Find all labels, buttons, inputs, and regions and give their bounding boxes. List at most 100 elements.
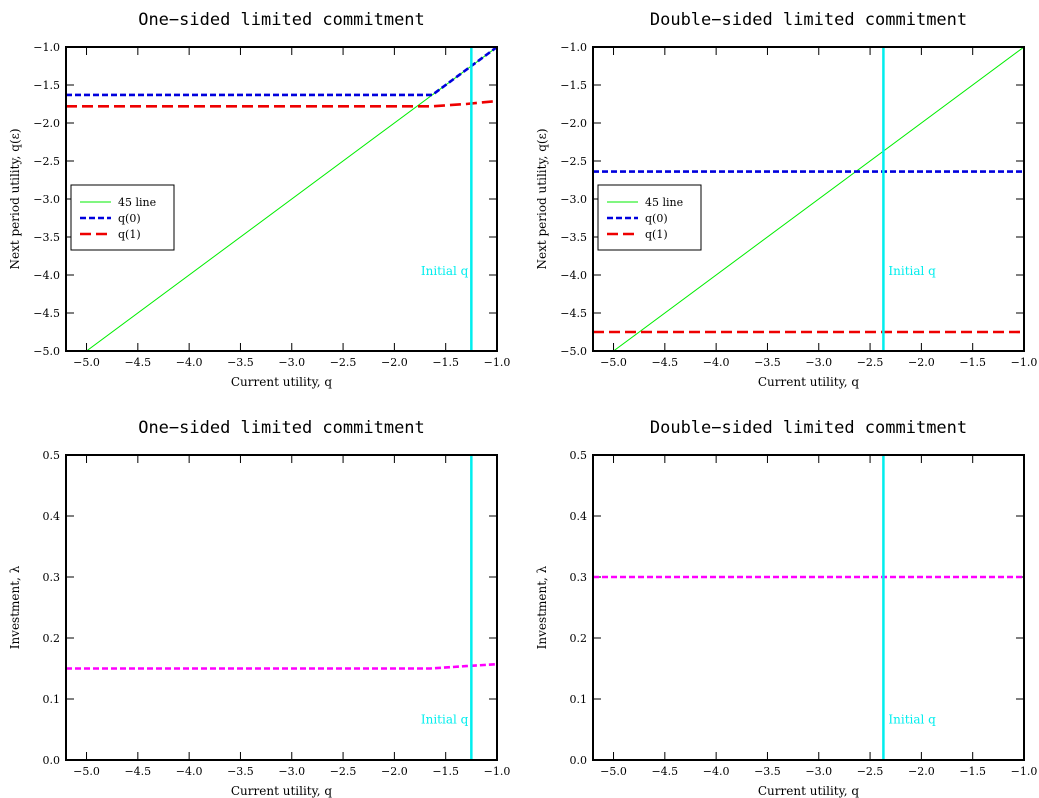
x-tick-label: −4.5 [124, 765, 151, 778]
chart-panel-4: Double−sided limited commitment −5.0 −4.5 −… [535, 418, 1037, 798]
legend: 45 line q(0) q(1) [70, 184, 175, 251]
x-tick-label: −2.0 [908, 765, 935, 778]
x-axis-label: Current utility, q [231, 784, 333, 798]
x-tick-label: −2.5 [857, 765, 884, 778]
series-q-0--line [66, 47, 497, 97]
x-tick-label: −4.0 [176, 356, 203, 369]
x-tick-label: −1.5 [432, 765, 459, 778]
plot-frame [592, 46, 1025, 352]
legend-label: q(0) [118, 212, 141, 225]
plot-frame [592, 454, 1025, 761]
x-tick-label: −3.0 [805, 765, 832, 778]
x-tick-label: −4.5 [651, 356, 678, 369]
y-tick-label: 0.2 [43, 632, 61, 645]
x-tick-label: −2.0 [381, 765, 408, 778]
series-1-line [66, 662, 497, 670]
x-tick-label: −1.0 [484, 356, 511, 369]
x-tick-label: −3.0 [805, 356, 832, 369]
series-45-line-line [85, 47, 497, 351]
x-axis-label: Current utility, q [758, 784, 860, 798]
x-tick-label: −3.5 [754, 765, 781, 778]
x-tick-label: −3.5 [227, 356, 254, 369]
y-tick-label: −1.5 [560, 79, 587, 92]
legend-label: 45 line [645, 196, 683, 209]
y-tick-label: 0.0 [43, 754, 61, 767]
x-tick-label: −4.0 [176, 765, 203, 778]
chart-title: Double−sided limited commitment [650, 418, 967, 438]
x-axis-label: Current utility, q [231, 375, 333, 389]
chart-title: One−sided limited commitment [138, 418, 425, 438]
legend: 45 line q(0) q(1) [597, 184, 702, 251]
y-tick-label: 0.1 [43, 693, 61, 706]
y-tick-label: −2.5 [560, 155, 587, 168]
x-tick-label: −4.5 [124, 356, 151, 369]
x-tick-label: −1.0 [1011, 356, 1038, 369]
x-tick-label: −3.5 [754, 356, 781, 369]
y-tick-label: −4.0 [33, 269, 60, 282]
y-tick-label: 0.5 [43, 449, 61, 462]
initial-q-annotation: Initial q [421, 712, 469, 726]
y-tick-label: −4.5 [560, 307, 587, 320]
chart-title: Double−sided limited commitment [650, 10, 967, 30]
y-tick-label: −5.0 [560, 345, 587, 358]
plot-frame [65, 46, 498, 352]
x-tick-label: −1.5 [432, 356, 459, 369]
x-tick-label: −1.5 [959, 765, 986, 778]
series-q-1--line [66, 99, 497, 108]
y-tick-label: −1.0 [560, 41, 587, 54]
y-tick-label: 0.5 [570, 449, 588, 462]
x-tick-label: −1.5 [959, 356, 986, 369]
x-tick-label: −5.0 [73, 356, 100, 369]
y-tick-label: 0.4 [43, 510, 61, 523]
x-tick-label: −5.0 [73, 765, 100, 778]
y-tick-label: 0.1 [570, 693, 588, 706]
chart-title: One−sided limited commitment [138, 10, 425, 30]
y-tick-label: −4.5 [33, 307, 60, 320]
y-axis-label: Next period utility, q(ε) [535, 128, 549, 269]
y-tick-label: −4.0 [560, 269, 587, 282]
x-tick-label: −2.5 [857, 356, 884, 369]
legend-label: 45 line [118, 196, 156, 209]
y-axis-label: Next period utility, q(ε) [8, 128, 22, 269]
y-tick-label: 0.4 [570, 510, 588, 523]
legend-box [70, 184, 175, 251]
y-tick-label: −2.0 [33, 117, 60, 130]
x-tick-label: −2.0 [908, 356, 935, 369]
chart-panel-1: One−sided limited commitment −5.0 −4.5 −4.0… [8, 10, 510, 389]
x-tick-label: −4.5 [651, 765, 678, 778]
plot-frame [65, 454, 498, 761]
y-axis-label: Investment, λ [8, 565, 22, 649]
initial-q-annotation: Initial q [888, 264, 936, 278]
x-tick-label: −4.0 [703, 765, 730, 778]
x-tick-label: −5.0 [600, 356, 627, 369]
x-axis-label: Current utility, q [758, 375, 860, 389]
y-tick-label: −3.0 [560, 193, 587, 206]
chart-panel-3: One−sided limited commitment −5.0 −4.5 −4.0… [8, 418, 510, 798]
y-tick-label: −3.0 [33, 193, 60, 206]
x-tick-label: −3.5 [227, 765, 254, 778]
x-tick-label: −2.5 [330, 356, 357, 369]
series-45-line-line [612, 47, 1024, 351]
y-tick-label: −1.5 [33, 79, 60, 92]
initial-q-annotation: Initial q [421, 264, 469, 278]
y-tick-label: −3.5 [33, 231, 60, 244]
y-tick-label: 0.3 [43, 571, 61, 584]
x-tick-label: −3.0 [278, 356, 305, 369]
x-tick-label: −4.0 [703, 356, 730, 369]
legend-box [597, 184, 702, 251]
x-tick-label: −1.0 [484, 765, 511, 778]
x-tick-label: −5.0 [600, 765, 627, 778]
x-tick-label: −1.0 [1011, 765, 1038, 778]
x-tick-label: −3.0 [278, 765, 305, 778]
y-tick-label: −2.5 [33, 155, 60, 168]
x-tick-label: −2.5 [330, 765, 357, 778]
y-axis-label: Investment, λ [535, 565, 549, 649]
y-tick-label: −5.0 [33, 345, 60, 358]
y-tick-label: 0.3 [570, 571, 588, 584]
y-tick-label: 0.2 [570, 632, 588, 645]
legend-label: q(0) [645, 212, 668, 225]
legend-label: q(1) [645, 228, 668, 241]
x-tick-label: −2.0 [381, 356, 408, 369]
y-tick-label: −2.0 [560, 117, 587, 130]
